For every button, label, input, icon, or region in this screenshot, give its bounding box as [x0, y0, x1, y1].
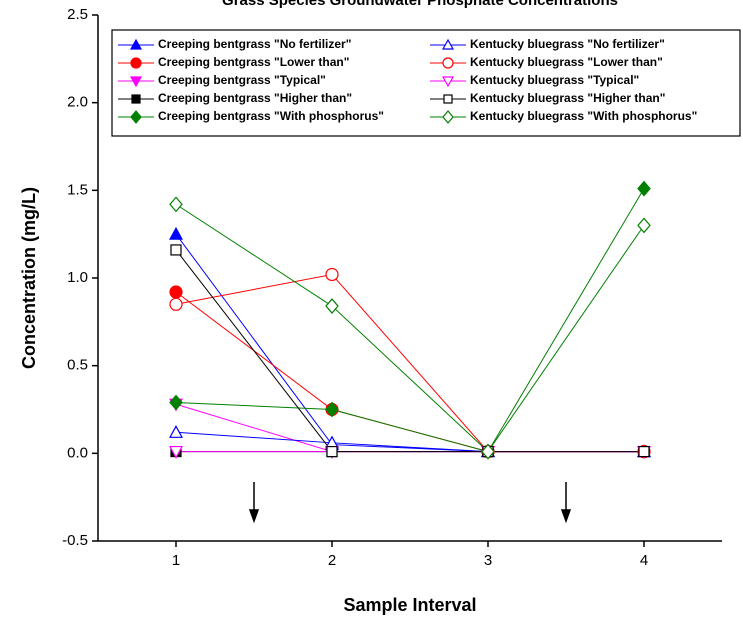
- y-tick-label: 0.5: [67, 357, 88, 374]
- marker: [481, 443, 495, 460]
- series-line: [175, 273, 644, 453]
- marker: [170, 244, 182, 256]
- x-axis-label: Sample Interval: [343, 595, 476, 615]
- marker: [443, 94, 453, 104]
- marker: [441, 38, 455, 50]
- arrow-head: [560, 509, 572, 524]
- marker: [129, 76, 143, 88]
- marker: [168, 425, 184, 438]
- series-line: [175, 188, 645, 453]
- marker: [168, 226, 184, 240]
- y-tick-label: 1.5: [67, 181, 88, 198]
- series-line: [175, 203, 645, 453]
- marker: [325, 298, 339, 314]
- marker: [442, 110, 454, 124]
- marker: [637, 217, 651, 234]
- y-tick-label: -0.5: [62, 532, 88, 549]
- legend-label: Creeping bentgrass "Lower than": [158, 55, 349, 69]
- series-line: [175, 233, 644, 453]
- legend-box: [111, 29, 741, 137]
- y-tick-label: 1.0: [67, 269, 88, 286]
- x-tick-label: 1: [172, 552, 180, 569]
- marker: [637, 180, 651, 197]
- marker: [168, 445, 184, 459]
- marker: [325, 401, 339, 418]
- series-line: [175, 291, 644, 453]
- marker: [129, 38, 143, 50]
- legend-label: Kentucky bluegrass "With phosphorus": [470, 109, 697, 123]
- chart-title: Grass Species Groundwater Phosphate Conc…: [222, 0, 618, 9]
- marker: [169, 297, 183, 311]
- series-line: [175, 431, 644, 453]
- marker: [169, 196, 183, 213]
- x-tick-label: 2: [328, 552, 336, 569]
- series-line: [175, 249, 644, 453]
- marker: [130, 57, 142, 69]
- y-tick-label: 2.0: [67, 94, 88, 111]
- marker: [325, 267, 339, 282]
- series-line: [175, 403, 644, 453]
- marker: [441, 76, 455, 88]
- legend-label: Creeping bentgrass "Higher than": [158, 91, 352, 105]
- marker: [130, 110, 142, 124]
- legend-label: Creeping bentgrass "No fertilizer": [158, 37, 351, 51]
- arrows: [248, 482, 572, 524]
- marker: [442, 57, 454, 69]
- marker: [169, 394, 183, 411]
- legend-label: Creeping bentgrass "Typical": [158, 73, 326, 87]
- x-tick-label: 4: [640, 552, 648, 569]
- y-tick-label: 0.0: [67, 444, 88, 461]
- legend-label: Kentucky bluegrass "Lower than": [470, 55, 663, 69]
- legend-label: Kentucky bluegrass "Higher than": [470, 91, 665, 105]
- y-axis-label: Concentration (mg/L): [19, 187, 39, 369]
- arrow-head: [248, 509, 260, 524]
- legend-label: Kentucky bluegrass "Typical": [470, 73, 639, 87]
- marker: [638, 445, 650, 458]
- legend-label: Creeping bentgrass "With phosphorus": [158, 109, 384, 123]
- marker: [169, 285, 183, 299]
- y-tick-label: 2.5: [67, 6, 88, 23]
- marker: [131, 94, 141, 104]
- marker: [326, 445, 338, 458]
- x-tick-label: 3: [484, 552, 492, 569]
- legend-label: Kentucky bluegrass "No fertilizer": [470, 37, 665, 51]
